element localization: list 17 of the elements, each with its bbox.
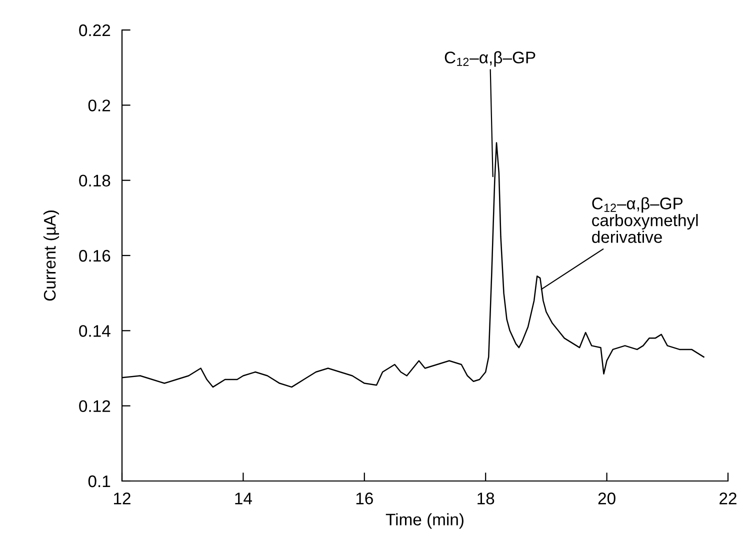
y-tick-label: 0.14 xyxy=(79,325,110,337)
x-tick-label: 14 xyxy=(235,492,252,504)
x-tick-label: 20 xyxy=(598,492,616,504)
x-tick-label: 16 xyxy=(356,492,373,504)
annotation: C$_{12}$–α,β–GP xyxy=(444,51,536,67)
y-tick-label: 0.12 xyxy=(79,400,110,412)
x-tick-label: 22 xyxy=(720,492,736,504)
x-axis-title: Time (min) xyxy=(386,513,464,529)
y-axis-title: Current (µA) xyxy=(43,210,60,301)
y-tick-label: 0.2 xyxy=(88,100,110,112)
annotation: C$_{12}$–α,β–GP carboxymethyl derivative xyxy=(592,197,698,243)
y-tick-label: 0.18 xyxy=(79,174,110,187)
x-tick-label: 18 xyxy=(478,492,494,504)
y-tick-label: 0.16 xyxy=(79,250,110,262)
y-tick-label: 0.1 xyxy=(88,475,110,488)
x-tick-label: 12 xyxy=(114,492,130,504)
y-tick-label: 0.22 xyxy=(79,24,110,36)
